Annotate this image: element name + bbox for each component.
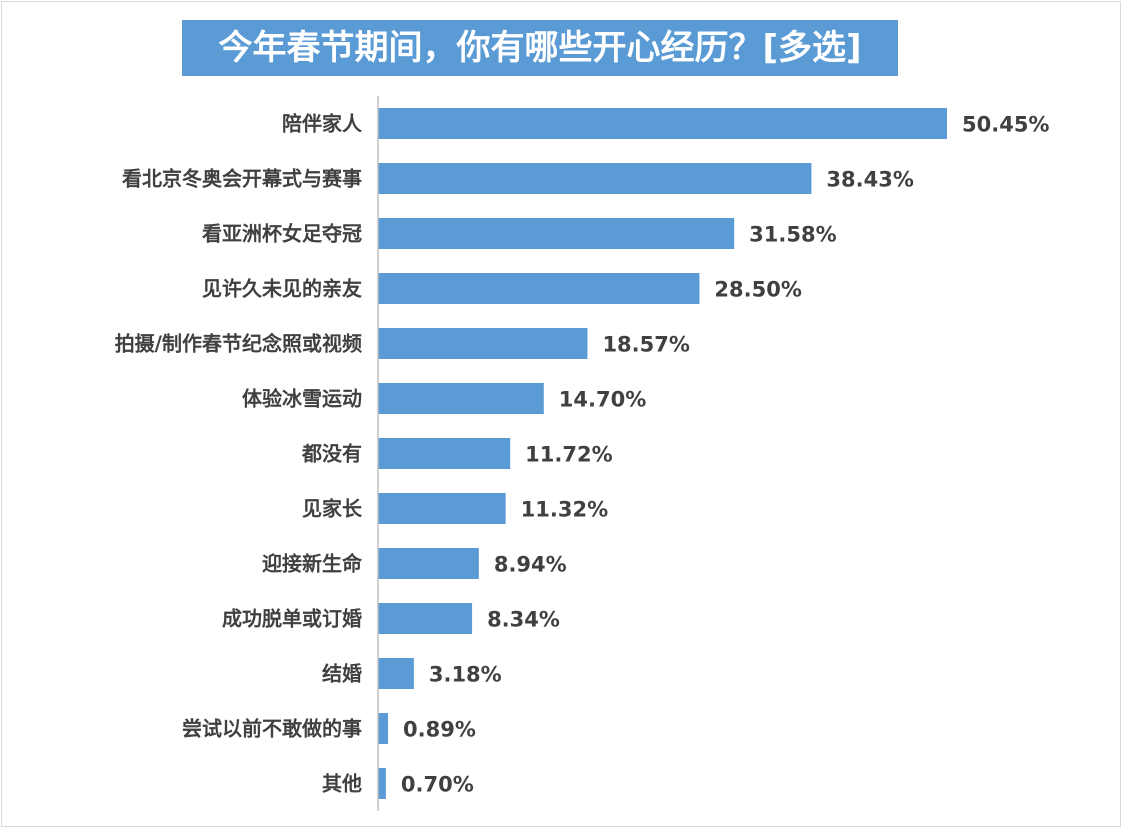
bar <box>378 328 588 359</box>
data-label: 31.58% <box>749 223 836 247</box>
bar <box>378 218 735 249</box>
category-label: 都没有 <box>301 442 362 466</box>
value-labels-group: 50.45% 38.43% 31.58% 28.50% 18.57% 14.70% 11.7… <box>401 113 1050 797</box>
category-label: 其他 <box>322 772 362 796</box>
data-label: 8.34% <box>487 608 560 632</box>
data-label: 18.57% <box>602 333 689 357</box>
category-label: 拍摄/制作春节纪念照或视频 <box>115 332 362 356</box>
data-label: 0.70% <box>401 773 474 797</box>
data-label: 38.43% <box>826 168 913 192</box>
category-label: 陪伴家人 <box>282 112 363 136</box>
category-label: 看亚洲杯女足夺冠 <box>202 222 362 246</box>
bar <box>378 768 386 799</box>
data-label: 8.94% <box>494 553 567 577</box>
bar <box>378 163 812 194</box>
chart-title: 今年春节期间，你有哪些开心经历？[多选] <box>182 20 898 76</box>
bar <box>378 713 389 744</box>
data-label: 28.50% <box>714 278 801 302</box>
data-label: 11.72% <box>525 443 612 467</box>
data-label: 14.70% <box>559 388 646 412</box>
bar <box>378 108 947 139</box>
bar <box>378 383 544 414</box>
category-label: 成功脱单或订婚 <box>222 607 362 631</box>
data-label: 11.32% <box>521 498 608 522</box>
category-label: 见许久未见的亲友 <box>202 277 362 301</box>
bars-group <box>378 108 947 799</box>
category-label: 尝试以前不敢做的事 <box>182 717 362 741</box>
category-label: 体验冰雪运动 <box>242 387 362 411</box>
category-label: 见家长 <box>302 497 363 521</box>
bar <box>378 438 511 469</box>
bar <box>378 493 506 524</box>
bar <box>378 548 479 579</box>
category-label: 结婚 <box>322 662 362 686</box>
data-label: 0.89% <box>403 718 476 742</box>
data-label: 3.18% <box>429 663 502 687</box>
category-labels-group: 陪伴家人看北京冬奥会开幕式与赛事看亚洲杯女足夺冠见许久未见的亲友拍摄/制作春节纪… <box>115 112 363 796</box>
bar <box>378 603 473 634</box>
data-label: 50.45% <box>962 113 1049 137</box>
bar <box>378 273 700 304</box>
category-label: 迎接新生命 <box>262 552 363 576</box>
bar <box>378 658 414 689</box>
category-label: 看北京冬奥会开幕式与赛事 <box>122 167 362 191</box>
